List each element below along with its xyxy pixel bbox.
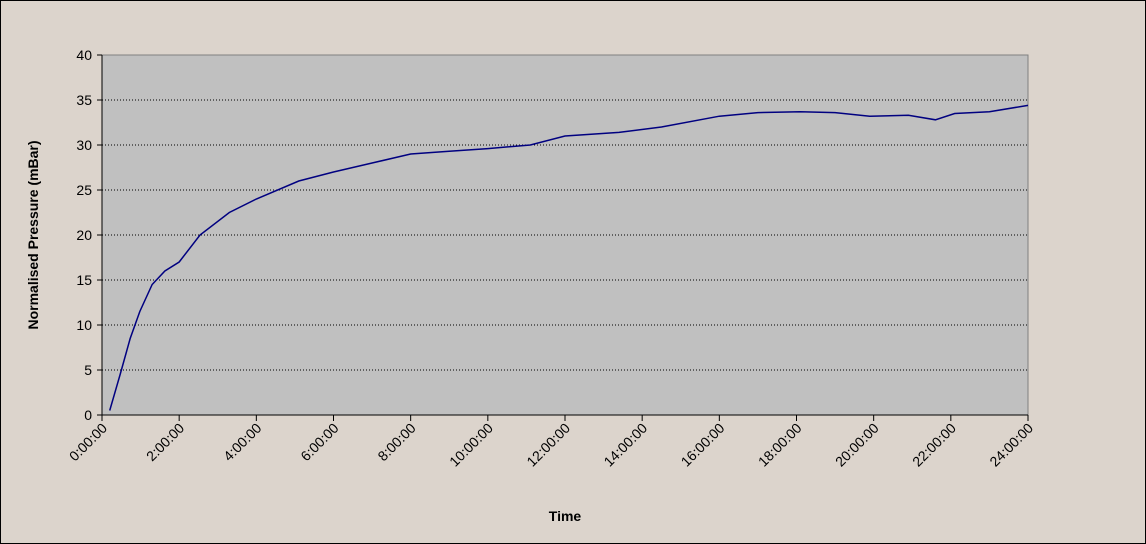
y-tick-label: 40: [76, 47, 92, 63]
y-tick-label: 25: [76, 182, 92, 198]
data-line: [108, 104, 1029, 411]
y-axis-label: Normalised Pressure (mBar): [25, 140, 41, 329]
y-tick-label: 5: [84, 362, 92, 378]
y-tick-label: 0: [84, 407, 92, 423]
y-tick-label: 15: [76, 272, 92, 288]
y-tick-label: 10: [76, 317, 92, 333]
x-axis-label: Time: [549, 508, 582, 524]
y-tick-label: 35: [76, 92, 92, 108]
y-tick-label: 30: [76, 137, 92, 153]
y-tick-label: 20: [76, 227, 92, 243]
